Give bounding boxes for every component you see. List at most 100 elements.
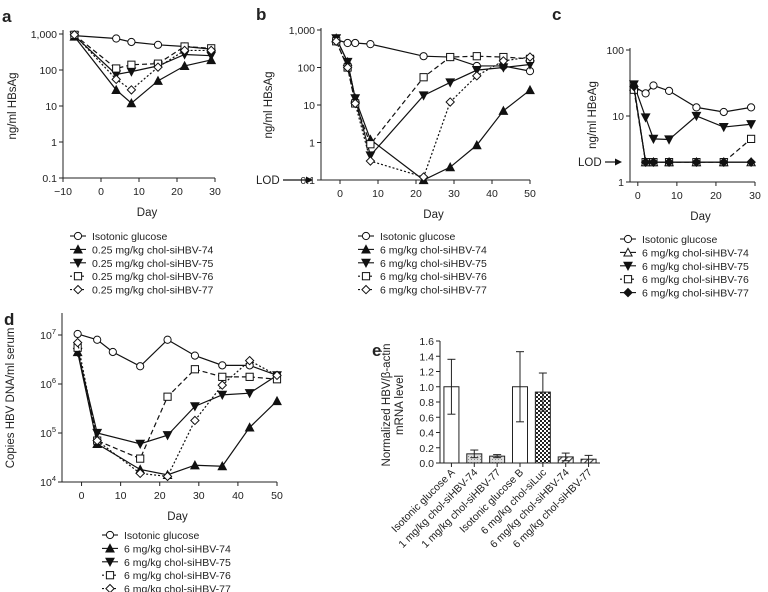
data-point-marker	[217, 461, 228, 471]
y-tick-label: 105	[40, 425, 56, 440]
legend-marker	[73, 244, 83, 254]
y-tick-base: 10	[40, 330, 52, 342]
x-tick-label: 10	[671, 190, 683, 202]
data-point-marker	[446, 52, 455, 62]
data-point-marker	[419, 52, 428, 61]
data-point-marker	[525, 84, 535, 95]
data-point-marker	[72, 337, 83, 348]
y-tick-label: 1.4	[419, 351, 434, 363]
legend-label: Isotonic glucose	[92, 231, 167, 243]
data-point-marker	[153, 75, 163, 85]
data-point-marker	[498, 105, 509, 115]
data-point-marker	[244, 355, 255, 366]
legend-entry: 6 mg/kg chol-siHBV-75	[358, 258, 487, 270]
x-tick-label: 10	[372, 188, 384, 200]
data-point-marker	[343, 38, 352, 48]
legend-marker	[623, 247, 633, 257]
lod-arrow-icon	[615, 158, 622, 166]
lod-label: LOD	[578, 157, 602, 169]
legend-marker	[623, 275, 633, 284]
series-1	[73, 329, 282, 380]
data-point-marker	[126, 85, 137, 95]
series-line	[77, 351, 278, 445]
data-point-marker	[153, 62, 163, 72]
y-tick-label: 1.0	[419, 382, 434, 394]
data-point-marker	[217, 380, 228, 390]
data-point-marker	[163, 392, 172, 401]
series-line	[74, 35, 212, 50]
legend-label: 6 mg/kg chol-siHBV-76	[124, 570, 231, 582]
series-5	[72, 337, 282, 482]
legend-entry: 6 mg/kg chol-siHBV-74	[102, 543, 231, 555]
x-tick-label: 20	[710, 190, 722, 202]
series-line	[74, 34, 212, 70]
legend-entry: 6 mg/kg chol-siHBV-76	[102, 570, 231, 582]
y-tick-label: 107	[40, 327, 56, 342]
x-axis-label: Day	[423, 209, 444, 221]
panel-letter: e	[372, 341, 381, 360]
series-5	[331, 36, 535, 182]
legend-entry: 6 mg/kg chol-siHBV-75	[102, 557, 231, 569]
y-tick-label: 100	[606, 45, 624, 57]
data-point-marker	[498, 56, 509, 66]
data-point-marker	[418, 91, 429, 101]
data-point-marker	[746, 134, 756, 143]
legend-entry: Isotonic glucose	[358, 231, 455, 243]
legend-label: 6 mg/kg chol-siHBV-76	[642, 274, 749, 286]
data-point-marker	[350, 98, 361, 109]
y-tick-exponent: 5	[52, 425, 56, 434]
data-point-marker	[366, 140, 375, 149]
legend-entry: 6 mg/kg chol-siHBV-74	[358, 244, 487, 256]
x-tick-label: 20	[171, 186, 183, 198]
data-point-marker	[126, 97, 137, 108]
data-point-marker	[365, 156, 376, 166]
data-point-marker	[525, 52, 535, 62]
panel-e: e 0.0 0.2 0.4 0.6 0.8 1.0 1.2 1.4 1.6 Normalized H…	[372, 336, 600, 551]
data-point-marker	[472, 52, 481, 61]
legend-marker	[105, 543, 115, 553]
x-tick-label: 0	[337, 188, 343, 200]
data-point-marker	[135, 468, 145, 479]
data-point-marker	[108, 347, 117, 357]
y-tick-exponent: 7	[52, 327, 56, 336]
data-point-marker	[640, 113, 651, 123]
data-point-marker	[190, 415, 200, 426]
y-tick-label: 0.6	[419, 412, 434, 424]
panel-c: c 1 10 100 ng/ml HBeAg 0 10 20 30 Day LOD Isotonic …	[552, 5, 761, 300]
y-tick-label: 10	[612, 111, 624, 123]
legend-entry: 6 mg/kg chol-siHBV-77	[358, 285, 487, 297]
y-tick-label: 100	[39, 65, 57, 77]
data-point-marker	[445, 161, 456, 172]
y-tick-label: 0.8	[419, 397, 434, 409]
legend-entry: 6 mg/kg chol-siHBV-77	[102, 584, 231, 592]
series-line	[73, 34, 212, 91]
legend-entry: 0.25 mg/kg chol-siHBV-75	[70, 258, 214, 270]
y-tick-label: 1.2	[419, 367, 434, 379]
data-point-marker	[69, 29, 80, 40]
series-line	[73, 35, 212, 76]
legend-marker	[105, 583, 115, 592]
data-point-marker	[746, 120, 757, 130]
panel-a: a 0.1 1 10 100 1,000 ng/ml HBsAg −10 0 10 20 30 Day I…	[2, 7, 221, 297]
x-tick-label: 30	[193, 490, 205, 502]
legend-label: 6 mg/kg chol-siHBV-74	[124, 543, 231, 555]
legend-entry: Isotonic glucose	[70, 231, 167, 243]
legend-label: 0.25 mg/kg chol-siHBV-77	[92, 285, 214, 297]
series-line	[77, 351, 278, 476]
y-tick-label: 0.1	[42, 173, 57, 185]
x-tick-label: 40	[486, 188, 498, 200]
y-axis-label: mRNA level	[394, 375, 406, 435]
y-axis-label: Normalized HBV/β-actin	[381, 344, 393, 467]
data-point-marker	[272, 395, 282, 406]
y-tick-label: 10	[303, 100, 315, 112]
legend-marker	[361, 258, 371, 268]
series-line	[633, 86, 752, 163]
data-point-marker	[418, 172, 429, 182]
x-tick-label: 0	[635, 190, 641, 202]
legend-marker	[623, 287, 633, 298]
y-tick-label: 1.6	[419, 336, 434, 348]
legend-marker	[105, 530, 115, 540]
legend-label: 6 mg/kg chol-siHBV-75	[642, 261, 749, 273]
x-tick-label: 20	[154, 490, 166, 502]
data-point-marker	[111, 84, 122, 95]
